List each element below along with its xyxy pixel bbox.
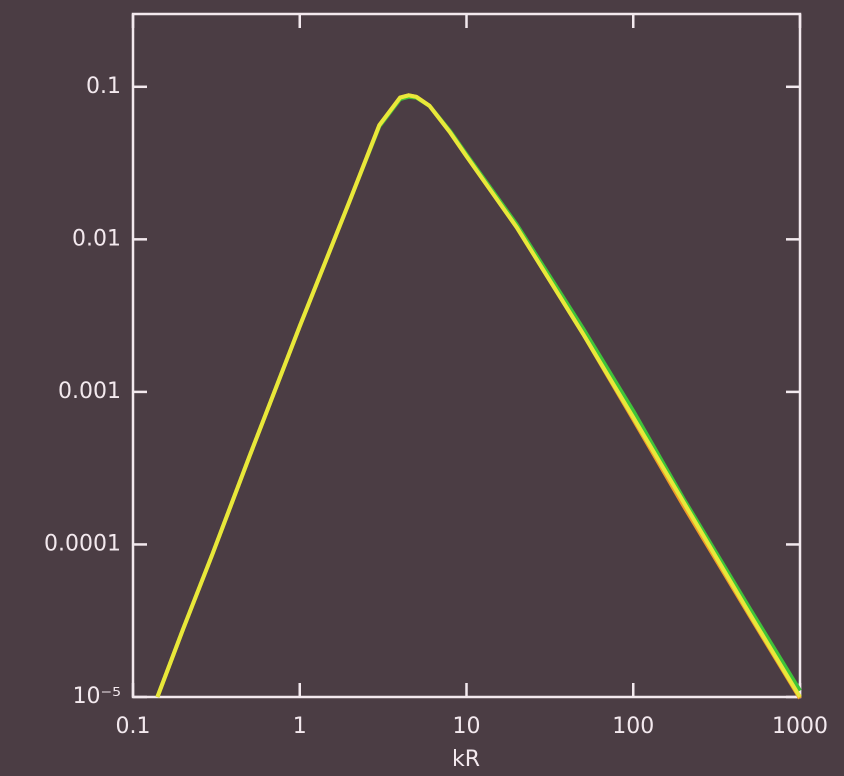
x-tick-label: 1 bbox=[293, 714, 307, 739]
y-tick-label: 0.0001 bbox=[44, 531, 121, 556]
data-line bbox=[155, 94, 802, 698]
x-tick-label: 100 bbox=[612, 714, 654, 739]
y-tick-label: 0.1 bbox=[86, 74, 121, 99]
y-tick-label: 0.001 bbox=[58, 379, 121, 404]
x-tick-label: 0.1 bbox=[116, 714, 151, 739]
x-axis-label: kR bbox=[452, 747, 480, 772]
data-line bbox=[155, 93, 802, 699]
plot-frame bbox=[131, 12, 802, 699]
data-line bbox=[155, 93, 802, 700]
y-tick-label: 0.01 bbox=[72, 226, 121, 251]
x-tick-label: 10 bbox=[453, 714, 481, 739]
x-tick-label: 1000 bbox=[772, 714, 828, 739]
y-tick-label: 10⁻⁵ bbox=[73, 684, 121, 709]
